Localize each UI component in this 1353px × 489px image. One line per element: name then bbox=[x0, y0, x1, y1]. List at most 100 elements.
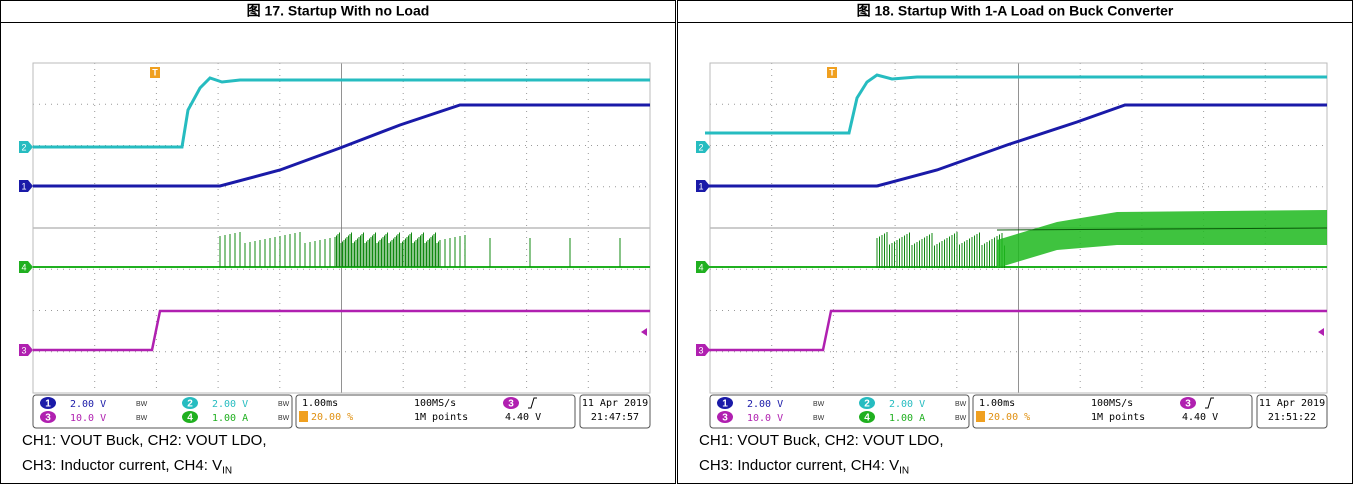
channel-scale: 2.00 V bbox=[747, 399, 783, 410]
edge-marker-label: 2 bbox=[21, 142, 26, 152]
channel-number: 1 bbox=[45, 399, 51, 410]
time: 21:47:57 bbox=[591, 412, 639, 423]
channel-scale: 1.00 A bbox=[212, 413, 248, 424]
date: 11 Apr 2019 bbox=[582, 398, 648, 409]
slope-icon bbox=[1205, 397, 1214, 409]
bw-label: BW bbox=[813, 415, 825, 422]
channel-badge bbox=[182, 411, 198, 423]
trigger-channel-badge bbox=[1180, 397, 1196, 409]
bw-label: BW bbox=[136, 415, 148, 422]
trigger-pos-icon bbox=[299, 411, 308, 422]
trigger-marker-label: T bbox=[152, 67, 158, 77]
trigger-channel: 3 bbox=[508, 399, 514, 410]
edge-marker bbox=[19, 261, 33, 273]
channel-box bbox=[709, 394, 970, 429]
edge-marker-label: 3 bbox=[698, 345, 703, 355]
channel-number: 2 bbox=[864, 399, 870, 410]
timebase: 1.00ms bbox=[302, 398, 338, 409]
trigger-level: 4.40 V bbox=[505, 412, 541, 423]
channel-badge bbox=[40, 397, 56, 409]
panel-title: 图 18. Startup With 1-A Load on Buck Conv… bbox=[857, 3, 1174, 19]
channel-number: 4 bbox=[187, 413, 193, 424]
record-length: 1M points bbox=[1091, 412, 1145, 423]
bw-label: BW bbox=[955, 415, 967, 422]
edge-marker bbox=[19, 180, 33, 192]
caption-line: CH1: VOUT Buck, CH2: VOUT LDO, bbox=[22, 432, 267, 449]
channel-number: 1 bbox=[722, 399, 728, 410]
edge-marker bbox=[19, 344, 33, 356]
edge-marker-label: 4 bbox=[21, 262, 26, 272]
channel-box bbox=[32, 394, 293, 429]
sample-rate: 100MS/s bbox=[1091, 398, 1133, 409]
slope-icon bbox=[528, 397, 537, 409]
bw-label: BW bbox=[278, 415, 290, 422]
edge-marker-label: 1 bbox=[698, 181, 703, 191]
channel-badge bbox=[717, 397, 733, 409]
trigger-marker bbox=[150, 67, 160, 78]
trigger-channel: 3 bbox=[1185, 399, 1191, 410]
channel-number: 3 bbox=[722, 413, 728, 424]
switching-band bbox=[997, 210, 1327, 268]
edge-marker-label: 1 bbox=[21, 181, 26, 191]
bw-label: BW bbox=[278, 401, 290, 408]
bw-label: BW bbox=[955, 401, 967, 408]
trigger-marker bbox=[827, 67, 837, 78]
bw-label: BW bbox=[813, 401, 825, 408]
date-box bbox=[1256, 394, 1328, 429]
level-marker bbox=[641, 328, 647, 336]
record-length: 1M points bbox=[414, 412, 468, 423]
timebase: 1.00ms bbox=[979, 398, 1015, 409]
channel-badge bbox=[182, 397, 198, 409]
caption-line: CH3: Inductor current, CH4: V bbox=[22, 457, 222, 474]
channel-scale: 1.00 A bbox=[889, 413, 925, 424]
edge-marker bbox=[696, 344, 710, 356]
channel-badge bbox=[40, 411, 56, 423]
sample-rate: 100MS/s bbox=[414, 398, 456, 409]
trigger-pos: 20.00 % bbox=[988, 412, 1030, 423]
panel-title: 图 17. Startup With no Load bbox=[247, 3, 430, 19]
scope-panel: 图 17. Startup With no Load T 2 1 4 3 1 2.00 V BW… bbox=[0, 0, 676, 484]
caption-line: CH1: VOUT Buck, CH2: VOUT LDO, bbox=[699, 432, 944, 449]
edge-marker-label: 3 bbox=[21, 345, 26, 355]
channel-scale: 2.00 V bbox=[889, 399, 925, 410]
channel-scale: 2.00 V bbox=[70, 399, 106, 410]
trigger-pos: 20.00 % bbox=[311, 412, 353, 423]
trigger-marker-label: T bbox=[829, 67, 835, 77]
channel-scale: 10.0 V bbox=[70, 413, 106, 424]
screen-frame bbox=[32, 62, 651, 394]
caption-subscript: IN bbox=[899, 466, 909, 477]
edge-marker-label: 2 bbox=[698, 142, 703, 152]
band-center bbox=[996, 227, 1328, 231]
channel-scale: 2.00 V bbox=[212, 399, 248, 410]
trigger-channel-badge bbox=[503, 397, 519, 409]
trigger-pos-icon bbox=[976, 411, 985, 422]
waveform bbox=[705, 103, 1327, 188]
caption-line: CH3: Inductor current, CH4: V bbox=[699, 457, 899, 474]
waveform bbox=[33, 103, 650, 188]
channel-number: 2 bbox=[187, 399, 193, 410]
waveform bbox=[705, 309, 1327, 352]
waveform bbox=[33, 76, 650, 149]
channel-badge bbox=[859, 397, 875, 409]
channel-badge bbox=[859, 411, 875, 423]
date: 11 Apr 2019 bbox=[1259, 398, 1325, 409]
edge-marker-label: 4 bbox=[698, 262, 703, 272]
bw-label: BW bbox=[136, 401, 148, 408]
channel-number: 4 bbox=[864, 413, 870, 424]
channel-badge bbox=[717, 411, 733, 423]
date-box bbox=[579, 394, 651, 429]
edge-marker bbox=[696, 180, 710, 192]
waveform bbox=[705, 73, 1327, 135]
edge-marker bbox=[696, 261, 710, 273]
trigger-level: 4.40 V bbox=[1182, 412, 1218, 423]
edge-marker bbox=[19, 141, 33, 153]
time: 21:51:22 bbox=[1268, 412, 1316, 423]
edge-marker bbox=[696, 141, 710, 153]
scope-panel: 图 18. Startup With 1-A Load on Buck Conv… bbox=[677, 0, 1353, 484]
waveform bbox=[33, 309, 650, 352]
caption-subscript: IN bbox=[222, 466, 232, 477]
channel-number: 3 bbox=[45, 413, 51, 424]
level-marker bbox=[1318, 328, 1324, 336]
channel-scale: 10.0 V bbox=[747, 413, 783, 424]
